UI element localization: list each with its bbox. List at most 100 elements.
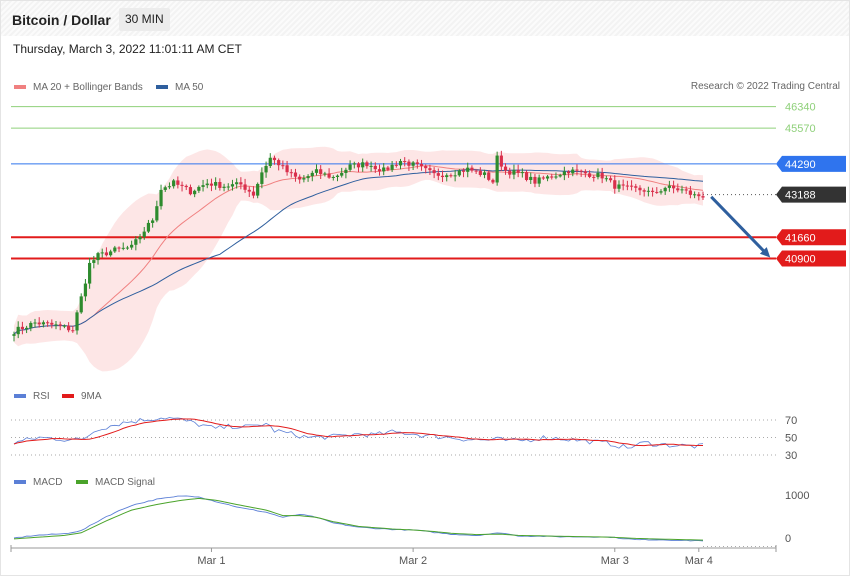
- timeframe-badge[interactable]: 30 MIN: [119, 8, 170, 31]
- candle-body-64: [281, 165, 285, 167]
- candle-body-34: [155, 206, 159, 221]
- candle-body-159: [680, 189, 684, 191]
- candle-body-51: [226, 186, 230, 188]
- candle-body-147: [629, 185, 634, 187]
- candle-body-155: [663, 187, 667, 192]
- candle-body-144: [617, 184, 621, 189]
- candle-body-150: [642, 190, 646, 192]
- candle-body-77: [335, 175, 340, 177]
- candle-body-45: [201, 185, 205, 187]
- level-tag-43188: [776, 186, 846, 203]
- level-label-43188: 43188: [785, 190, 816, 202]
- candle-body-19: [92, 260, 96, 263]
- chart-header: Bitcoin / Dollar 30 MIN: [1, 1, 849, 36]
- candle-body-161: [688, 190, 692, 195]
- candle-body-124: [533, 176, 537, 184]
- candle-body-96: [415, 162, 419, 164]
- forecast-arrow: [710, 195, 767, 254]
- candle-body-47: [209, 183, 214, 186]
- candle-body-71: [310, 172, 314, 177]
- rsi-legend-swatch-0: [14, 394, 26, 398]
- ma50-line: [13, 169, 704, 335]
- x-tick-label-mar-4: Mar 4: [685, 555, 713, 567]
- rsi-ma-line: [13, 418, 703, 447]
- rsi-tick-50: 50: [785, 433, 797, 445]
- rsi-legend-label-1: 9MA: [81, 391, 102, 402]
- candle-body-56: [247, 189, 251, 192]
- candle-body-84: [365, 162, 369, 167]
- candle-body-40: [180, 184, 184, 186]
- candle-body-92: [398, 161, 403, 166]
- candle-body-66: [289, 172, 293, 174]
- candle-body-67: [293, 172, 298, 177]
- candle-body-1: [16, 326, 20, 335]
- price-legend: MA 20 + Bollinger Bands MA 50: [14, 82, 204, 93]
- candle-body-63: [277, 160, 281, 166]
- level-tag-44290: [776, 155, 846, 172]
- candle-body-164: [701, 196, 705, 198]
- bollinger-band: [14, 146, 703, 372]
- price-panel: 46340 45570 44290 43188 41660 40900: [11, 102, 846, 372]
- candle-body-98: [424, 166, 428, 169]
- candle-body-111: [478, 170, 482, 175]
- candle-body-137: [587, 173, 592, 177]
- candle-body-10: [54, 324, 58, 326]
- candle-body-58: [256, 183, 260, 196]
- candle-body-97: [419, 163, 424, 167]
- candle-body-139: [596, 172, 600, 178]
- candle-body-69: [302, 178, 306, 180]
- level-label-44290: 44290: [785, 159, 816, 171]
- candle-body-135: [579, 170, 583, 172]
- candle-body-156: [667, 185, 671, 188]
- candle-body-21: [100, 252, 104, 254]
- candle-body-109: [470, 167, 474, 171]
- candle-body-131: [562, 171, 566, 176]
- candle-body-50: [222, 186, 226, 188]
- candle-body-91: [394, 164, 398, 166]
- forecast-arrow-head: [759, 247, 771, 258]
- candle-body-133: [571, 169, 575, 174]
- candle-body-6: [37, 322, 41, 325]
- rsi-tick-30: 30: [785, 450, 797, 462]
- candle-body-93: [403, 161, 407, 163]
- candle-body-127: [545, 176, 550, 179]
- candle-body-83: [361, 162, 365, 168]
- candle-body-120: [516, 170, 520, 173]
- candle-body-35: [159, 189, 163, 207]
- candle-body-76: [331, 176, 335, 178]
- candle-body-151: [646, 190, 650, 192]
- candle-body-73: [319, 169, 323, 174]
- instrument-title: Bitcoin / Dollar: [12, 12, 111, 28]
- legend-label-0: MA 20 + Bollinger Bands: [33, 82, 143, 93]
- candle-body-158: [676, 188, 680, 191]
- candle-body-154: [659, 191, 663, 193]
- candle-body-24: [113, 247, 117, 252]
- candle-body-114: [491, 179, 495, 183]
- candle-body-13: [67, 325, 71, 331]
- macd-line: [13, 495, 704, 542]
- candle-body-23: [109, 251, 113, 256]
- macd-signal-line: [13, 497, 704, 541]
- candle-body-117: [503, 166, 508, 171]
- candle-body-94: [407, 161, 411, 166]
- candle-body-36: [163, 187, 167, 190]
- candle-body-149: [638, 187, 642, 191]
- candle-body-72: [314, 169, 319, 173]
- x-tick-label-mar-1: Mar 1: [197, 555, 225, 567]
- candle-body-5: [33, 322, 37, 324]
- candle-body-157: [671, 185, 676, 189]
- x-tick-label-mar-2: Mar 2: [399, 555, 427, 567]
- candle-body-49: [218, 181, 222, 188]
- macd-tick-0: 0: [785, 533, 791, 545]
- candle-body-102: [440, 175, 445, 178]
- candle-body-46: [205, 183, 209, 186]
- candle-body-148: [634, 186, 638, 188]
- candle-body-44: [197, 186, 201, 191]
- candle-body-41: [184, 185, 188, 188]
- candle-body-17: [83, 283, 88, 297]
- level-label-41660: 41660: [785, 232, 816, 244]
- candle-body-146: [625, 185, 629, 187]
- copyright-text: Research © 2022 Trading Central: [691, 81, 840, 92]
- candle-body-48: [214, 181, 218, 186]
